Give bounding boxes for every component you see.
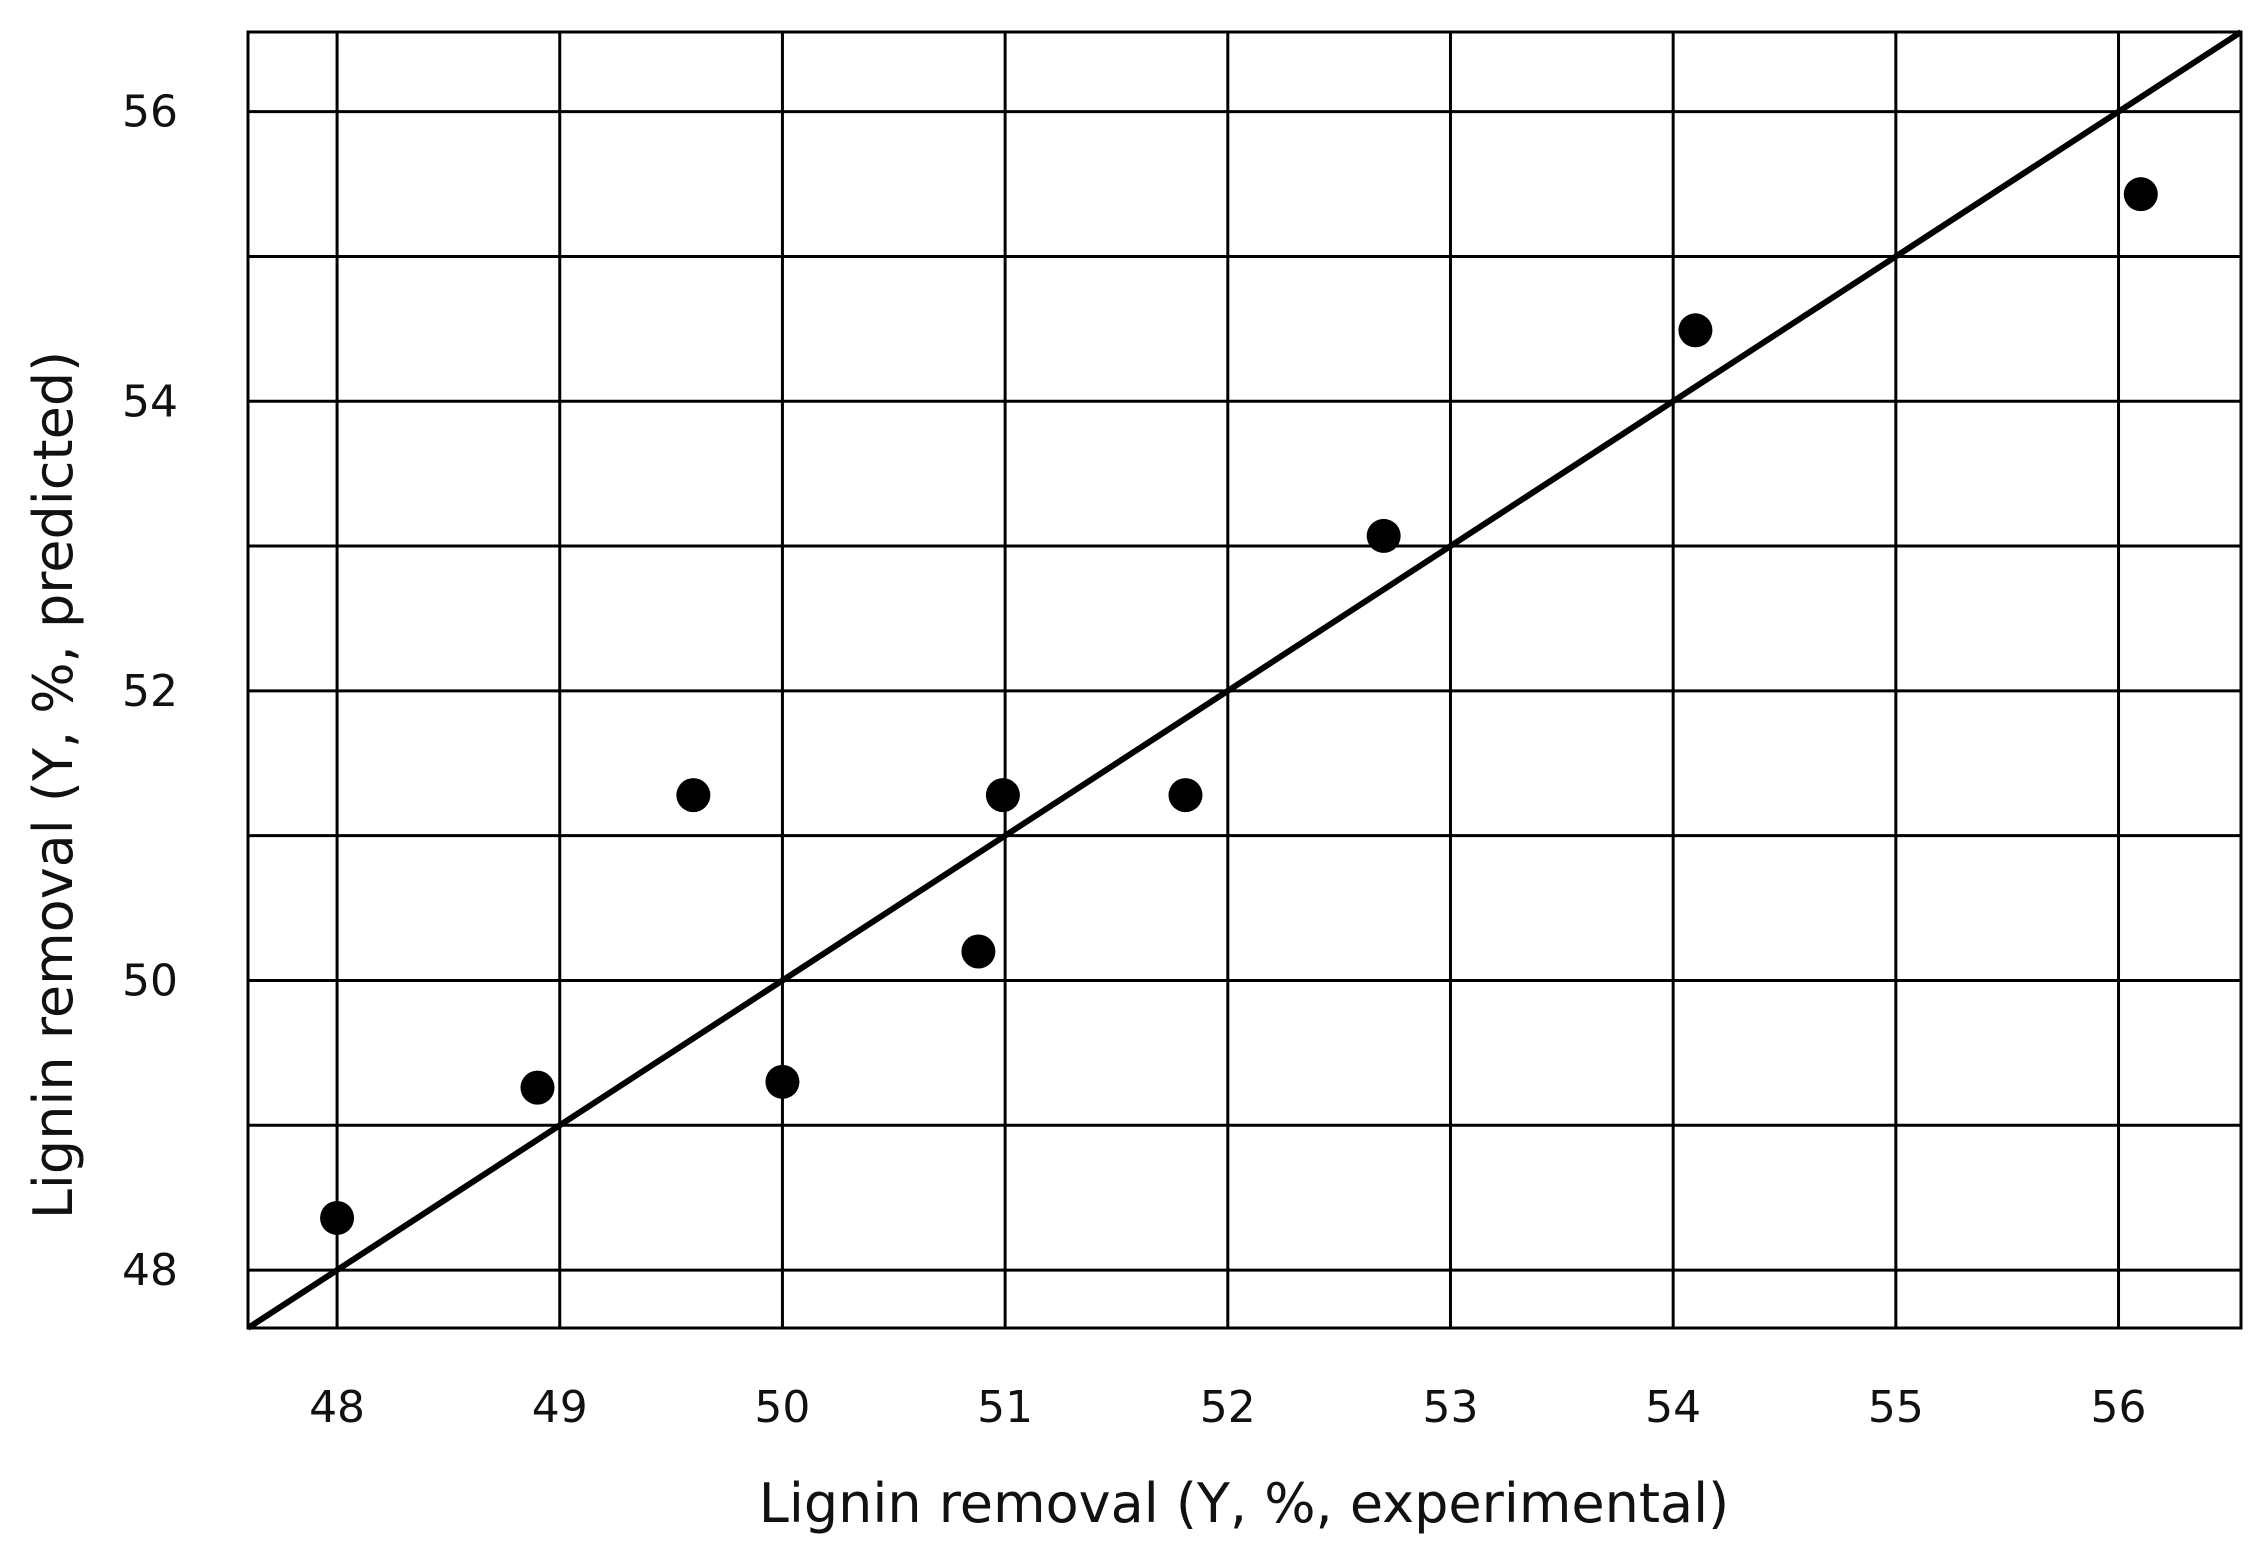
reference-line-group xyxy=(246,29,2243,1331)
x-tick-label-48: 48 xyxy=(309,1382,365,1433)
grid-lines xyxy=(248,32,2241,1328)
data-point-8 xyxy=(1366,518,1401,553)
x-tick-label-55: 55 xyxy=(1868,1382,1924,1433)
data-point-1 xyxy=(320,1200,355,1235)
data-point-2 xyxy=(520,1070,555,1105)
x-tick-label-56: 56 xyxy=(2091,1382,2147,1433)
x-axis-title: Lignin removal (Y, %, experimental) xyxy=(759,1472,1729,1535)
x-tick-label-53: 53 xyxy=(1422,1382,1478,1433)
y-tick-labels: 48 50 52 54 56 xyxy=(122,87,178,1296)
x-tick-label-54: 54 xyxy=(1645,1382,1701,1433)
data-point-3 xyxy=(676,778,711,813)
x-tick-label-49: 49 xyxy=(532,1382,588,1433)
x-tick-labels: 48 49 50 51 52 53 54 55 56 xyxy=(309,1382,2146,1433)
reference-line xyxy=(246,29,2243,1331)
x-tick-label-51: 51 xyxy=(977,1382,1033,1433)
data-point-4 xyxy=(765,1064,800,1099)
y-tick-label-48: 48 xyxy=(122,1245,178,1296)
data-point-5 xyxy=(961,934,996,969)
y-axis-title: Lignin removal (Y, %, predicted) xyxy=(22,351,85,1219)
y-tick-label-52: 52 xyxy=(122,666,178,717)
data-point-7 xyxy=(1168,778,1203,813)
data-point-9 xyxy=(1678,313,1713,348)
data-point-10 xyxy=(2123,177,2158,212)
x-tick-label-50: 50 xyxy=(754,1382,810,1433)
y-tick-label-54: 54 xyxy=(122,376,178,427)
y-tick-label-50: 50 xyxy=(122,955,178,1006)
data-points xyxy=(320,177,2158,1235)
plot-frame xyxy=(246,30,2243,1330)
data-point-6 xyxy=(985,778,1020,813)
y-tick-label-56: 56 xyxy=(122,87,178,138)
x-tick-label-52: 52 xyxy=(1200,1382,1256,1433)
